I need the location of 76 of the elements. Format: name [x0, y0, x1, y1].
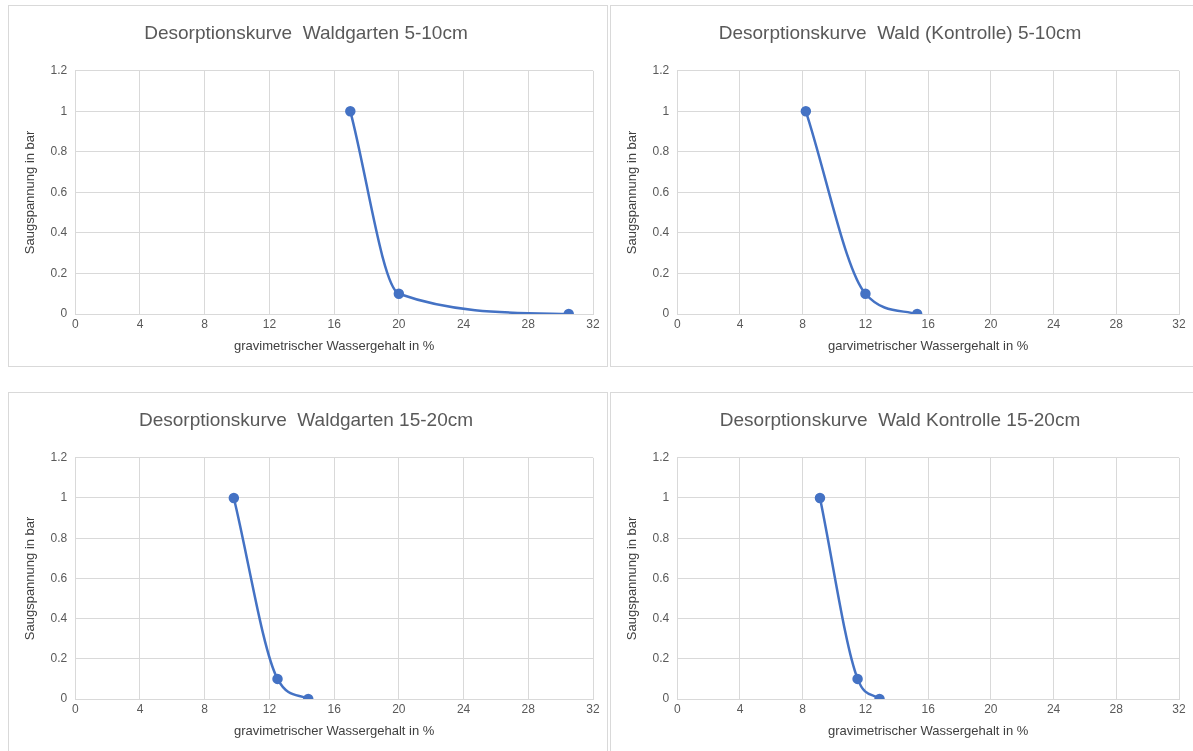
x-tick-label: 0: [673, 316, 681, 331]
x-tick-label: 28: [1109, 701, 1124, 716]
x-tick-label: 20: [984, 701, 998, 716]
y-axis-title: Saugspannung in bar: [22, 515, 38, 641]
y-tick-label: 1.2: [652, 63, 670, 78]
y-axis-title: Saugspannung in bar: [624, 129, 640, 255]
x-tick-label: 24: [1046, 701, 1061, 716]
x-tick-label: 0: [71, 316, 79, 331]
x-tick-label: 8: [799, 701, 807, 716]
y-tick-label: 1: [662, 490, 670, 505]
x-axis-title: gravimetrischer Wassergehalt in %: [233, 722, 435, 738]
x-tick-label: 8: [201, 701, 209, 716]
x-tick-label: 0: [673, 701, 681, 716]
y-axis-title: Saugspannung in bar: [22, 129, 38, 255]
x-tick-label: 16: [921, 316, 936, 331]
y-tick-label: 0.2: [50, 265, 68, 280]
x-tick-label: 28: [521, 701, 536, 716]
y-tick-label: 0: [60, 691, 68, 706]
y-tick-label: 0.4: [652, 610, 670, 625]
chart-title: Desorptionskurve Waldgarten 15-20cm: [138, 408, 474, 430]
x-tick-label: 28: [521, 316, 536, 331]
x-tick-label: 24: [456, 316, 471, 331]
x-tick-label: 8: [799, 316, 807, 331]
x-tick-label: 28: [1109, 316, 1124, 331]
y-tick-label: 0.4: [652, 225, 670, 240]
y-tick-label: 0.6: [652, 184, 670, 199]
y-tick-label: 1: [60, 103, 68, 118]
x-tick-label: 32: [586, 701, 600, 716]
y-tick-label: 0: [60, 306, 68, 321]
x-tick-label: 20: [392, 316, 406, 331]
y-tick-label: 0.8: [50, 144, 68, 159]
y-tick-label: 0.2: [50, 651, 68, 666]
x-tick-label: 8: [201, 316, 209, 331]
chart-title: Desorptionskurve Wald Kontrolle 15-20cm: [719, 408, 1081, 430]
x-tick-label: 0: [71, 701, 79, 716]
x-tick-label: 4: [136, 316, 144, 331]
y-tick-label: 1.2: [652, 450, 670, 465]
x-axis-title: gravimetrischer Wassergehalt in %: [233, 337, 435, 353]
chart-title: Desorptionskurve Waldgarten 5-10cm: [144, 21, 468, 43]
x-tick-label: 12: [262, 701, 277, 716]
x-tick-label: 16: [327, 316, 342, 331]
x-tick-label: 12: [262, 316, 277, 331]
x-tick-label: 20: [392, 701, 406, 716]
x-tick-label: 4: [736, 701, 744, 716]
y-tick-label: 1: [662, 103, 670, 118]
y-tick-label: 1.2: [50, 63, 68, 78]
y-tick-label: 0.2: [652, 651, 670, 666]
y-tick-label: 0.4: [50, 610, 68, 625]
y-tick-label: 1: [60, 490, 68, 505]
x-tick-label: 16: [327, 701, 342, 716]
y-tick-label: 0.4: [50, 225, 68, 240]
x-tick-label: 4: [736, 316, 744, 331]
chart-title: Desorptionskurve Wald (Kontrolle) 5-10cm: [718, 21, 1082, 43]
x-axis-title: gravimetrischer Wassergehalt in %: [827, 722, 1029, 738]
x-tick-label: 24: [1046, 316, 1061, 331]
y-tick-label: 0.2: [652, 265, 670, 280]
x-tick-label: 12: [858, 316, 873, 331]
y-tick-label: 0.6: [50, 184, 68, 199]
x-tick-label: 4: [136, 701, 144, 716]
x-tick-label: 12: [858, 701, 873, 716]
y-tick-label: 0: [662, 691, 670, 706]
x-tick-label: 32: [1172, 316, 1186, 331]
y-axis-title: Saugspannung in bar: [624, 515, 640, 641]
y-tick-label: 1.2: [50, 450, 68, 465]
y-tick-label: 0.8: [50, 530, 68, 545]
y-tick-label: 0.8: [652, 530, 670, 545]
y-tick-label: 0.6: [50, 570, 68, 585]
x-tick-label: 20: [984, 316, 998, 331]
x-axis-title: garvimetrischer Wassergehalt in %: [827, 337, 1029, 353]
x-tick-label: 24: [456, 701, 471, 716]
x-tick-label: 32: [1172, 701, 1186, 716]
y-tick-label: 0.6: [652, 570, 670, 585]
y-tick-label: 0: [662, 306, 670, 321]
x-tick-label: 16: [921, 701, 936, 716]
x-tick-label: 32: [586, 316, 600, 331]
y-tick-label: 0.8: [652, 144, 670, 159]
